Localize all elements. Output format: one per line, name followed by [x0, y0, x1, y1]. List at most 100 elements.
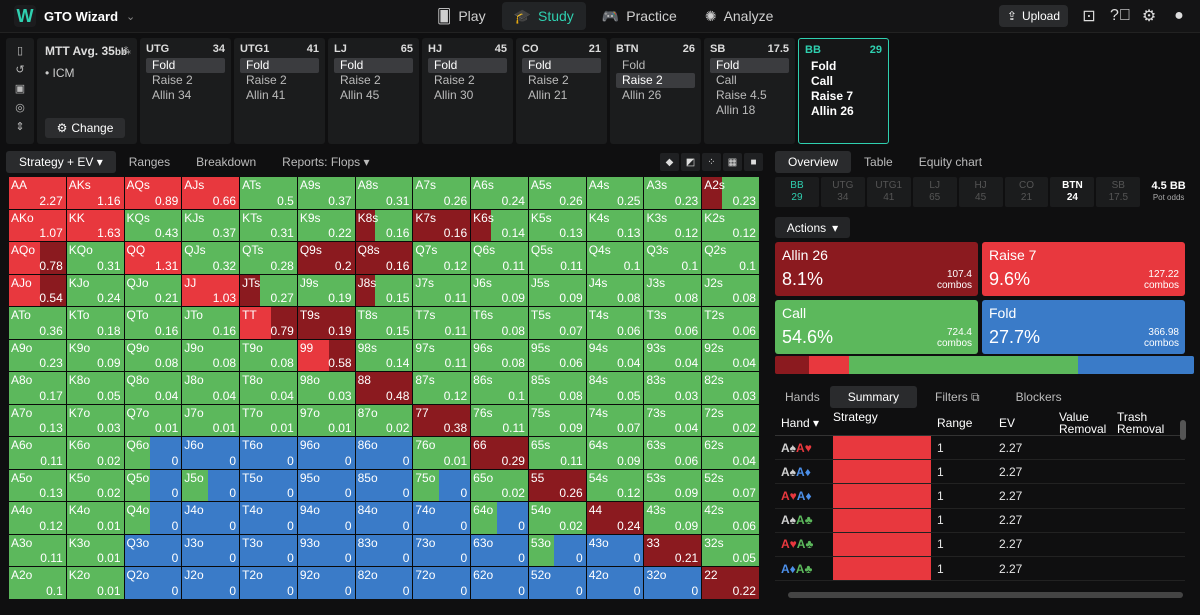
hand-cell[interactable]: KTs 0.31 — [240, 209, 297, 242]
hand-cell[interactable]: A8s 0.31 — [355, 177, 413, 209]
position-card-bb[interactable]: BB 29 Fold Call Raise 7 Allin 26 — [798, 38, 889, 144]
table-row[interactable]: A♦A♣ 1 2.27 — [775, 556, 1185, 582]
hand-cell[interactable]: QJo 0.21 — [124, 274, 182, 307]
hand-cell[interactable]: 77 0.38 — [413, 404, 471, 437]
column-header-strategy[interactable]: Strategy — [833, 410, 931, 435]
hand-cell[interactable]: 76s 0.11 — [471, 404, 528, 437]
position-column-utg1[interactable]: UTG1 41 — [866, 177, 911, 207]
hand-cell[interactable]: Q3o 0 — [124, 534, 182, 567]
hand-cell[interactable]: 42s 0.06 — [702, 502, 759, 534]
position-column-btn[interactable]: BTN 24 — [1050, 177, 1095, 207]
hand-cell[interactable]: A2o 0.1 — [9, 567, 66, 599]
hand-cell[interactable]: 43s 0.09 — [644, 502, 702, 534]
hand-cell[interactable]: 93o 0 — [297, 534, 355, 567]
hand-cell[interactable]: KJs 0.37 — [182, 209, 240, 242]
hand-cell[interactable]: KK 1.63 — [66, 209, 124, 242]
hand-cell[interactable]: T7s 0.11 — [413, 307, 471, 339]
hand-cell[interactable]: Q4o 0 — [124, 502, 182, 534]
nav-practice[interactable]: 🎮 Practice — [590, 2, 689, 30]
hand-cell[interactable]: Q4s 0.1 — [586, 242, 644, 274]
hand-cell[interactable]: T9s 0.19 — [297, 307, 355, 339]
hand-cell[interactable]: 76o 0.01 — [413, 437, 471, 469]
horizontal-scrollbar[interactable] — [788, 592, 1183, 598]
hand-cell[interactable]: A3o 0.11 — [9, 534, 66, 567]
hand-cell[interactable]: JTs 0.27 — [240, 274, 297, 307]
column-header-hand[interactable]: Hand ▾ — [775, 416, 833, 430]
hand-cell[interactable]: 96s 0.08 — [471, 339, 528, 372]
hand-cell[interactable]: A5s 0.26 — [528, 177, 586, 209]
action-option[interactable]: Fold — [146, 58, 225, 73]
hand-cell[interactable]: Q6o 0 — [124, 437, 182, 469]
action-option[interactable]: Fold — [811, 59, 837, 73]
hand-cell[interactable]: K7s 0.16 — [413, 209, 471, 242]
action-option[interactable]: Fold — [710, 58, 789, 73]
hand-cell[interactable]: AKo 1.07 — [9, 209, 66, 242]
hand-cell[interactable]: A6s 0.24 — [471, 177, 528, 209]
hand-cell[interactable]: A3s 0.23 — [644, 177, 702, 209]
hand-cell[interactable]: 66 0.29 — [471, 437, 528, 469]
action-box-raise[interactable]: Raise 7 9.6% 127.22 combos — [982, 242, 1185, 296]
hand-cell[interactable]: K8s 0.16 — [355, 209, 413, 242]
action-option[interactable]: Allin 26 — [622, 88, 662, 102]
hand-cell[interactable]: T5o 0 — [240, 469, 297, 502]
hand-cell[interactable]: T3s 0.06 — [644, 307, 702, 339]
hand-cell[interactable]: QJs 0.32 — [182, 242, 240, 274]
hand-cell[interactable]: A9o 0.23 — [9, 339, 66, 372]
hand-cell[interactable]: T5s 0.07 — [528, 307, 586, 339]
hand-cell[interactable]: 64s 0.09 — [586, 437, 644, 469]
action-option[interactable]: Raise 2 — [434, 73, 475, 87]
tab-ranges[interactable]: Ranges — [116, 151, 183, 173]
hand-cell[interactable]: K2o 0.01 — [66, 567, 124, 599]
action-box-allin[interactable]: Allin 26 8.1% 107.4 combos — [775, 242, 978, 296]
gear-icon[interactable]: ⚙ — [1141, 8, 1157, 25]
hand-cell[interactable]: T6s 0.08 — [471, 307, 528, 339]
hand-cell[interactable]: 72s 0.02 — [702, 404, 759, 437]
save-icon[interactable]: ▣ — [14, 83, 26, 95]
hand-cell[interactable]: A9s 0.37 — [297, 177, 355, 209]
hand-cell[interactable]: Q2s 0.1 — [702, 242, 759, 274]
hand-cell[interactable]: J2o 0 — [182, 567, 240, 599]
position-card-btn[interactable]: BTN 26 Fold Raise 2 Allin 26 — [610, 38, 701, 144]
user-account-icon[interactable]: ● — [1174, 7, 1184, 24]
hand-cell[interactable]: J4o 0 — [182, 502, 240, 534]
hand-cell[interactable]: K2s 0.12 — [702, 209, 759, 242]
hand-cell[interactable]: 92s 0.04 — [702, 339, 759, 372]
hand-cell[interactable]: K5o 0.02 — [66, 469, 124, 502]
action-box-fold[interactable]: Fold 27.7% 366.98 combos — [982, 300, 1185, 354]
hand-cell[interactable]: AJo 0.54 — [9, 274, 66, 307]
hand-cell[interactable]: J9o 0.08 — [182, 339, 240, 372]
hand-cell[interactable]: J6o 0 — [182, 437, 240, 469]
action-option[interactable]: Allin 30 — [434, 88, 474, 102]
hand-cell[interactable]: 74o 0 — [413, 502, 471, 534]
action-option[interactable]: Allin 34 — [152, 88, 192, 102]
action-option[interactable]: Raise 2 — [152, 73, 193, 87]
hand-cell[interactable]: A5o 0.13 — [9, 469, 66, 502]
hand-cell[interactable]: J8s 0.15 — [355, 274, 413, 307]
hand-cell[interactable]: 97s 0.11 — [413, 339, 471, 372]
hand-cell[interactable]: 42o 0 — [586, 567, 644, 599]
tab-strategy-ev[interactable]: Strategy + EV ▾ — [6, 151, 116, 173]
hand-cell[interactable]: T2s 0.06 — [702, 307, 759, 339]
action-option[interactable]: Raise 7 — [811, 89, 854, 103]
table-row[interactable]: A♥A♦ 1 2.27 — [775, 484, 1185, 509]
hand-cell[interactable]: 64o 0 — [471, 502, 528, 534]
hand-cell[interactable]: K6o 0.02 — [66, 437, 124, 469]
hand-cell[interactable]: J3o 0 — [182, 534, 240, 567]
table-row[interactable]: A♠A♣ 1 2.27 — [775, 508, 1185, 533]
app-logo[interactable]: W GTO Wizard ⌄ — [0, 5, 330, 27]
table-row[interactable]: A♠A♦ 1 2.27 — [775, 460, 1185, 485]
hand-cell[interactable]: QTo 0.16 — [124, 307, 182, 339]
hand-cell[interactable]: T2o 0 — [240, 567, 297, 599]
fit-height-icon[interactable]: ⇕ — [15, 121, 25, 133]
action-option[interactable]: Allin 21 — [528, 88, 568, 102]
tab-breakdown[interactable]: Breakdown — [183, 151, 269, 173]
action-option[interactable]: Fold — [522, 58, 601, 73]
hand-cell[interactable]: 82o 0 — [355, 567, 413, 599]
hand-cell[interactable]: 65s 0.11 — [528, 437, 586, 469]
hand-cell[interactable]: T4s 0.06 — [586, 307, 644, 339]
hand-cell[interactable]: AQs 0.89 — [124, 177, 182, 209]
hand-cell[interactable]: 63o 0 — [471, 534, 528, 567]
action-option[interactable]: Fold — [240, 58, 319, 73]
hand-cell[interactable]: 96o 0 — [297, 437, 355, 469]
nav-play[interactable]: 🂠 Play — [425, 2, 498, 30]
